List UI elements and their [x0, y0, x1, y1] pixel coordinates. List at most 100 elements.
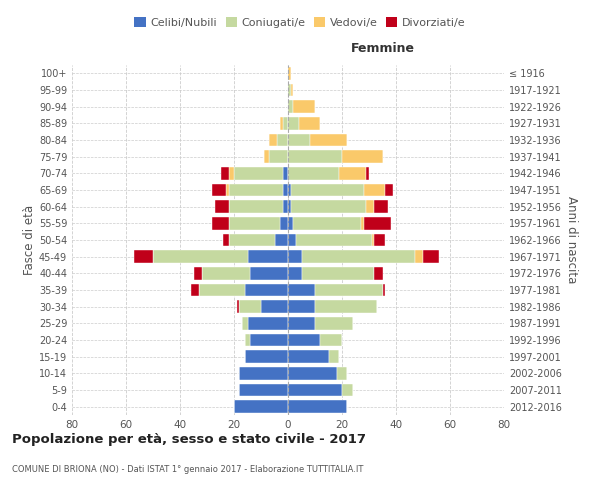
Bar: [364, 217, 391, 230]
Bar: [215, 200, 229, 213]
Bar: [283, 200, 288, 213]
Bar: [288, 317, 315, 330]
Bar: [153, 250, 248, 263]
Bar: [277, 134, 288, 146]
Bar: [329, 350, 340, 363]
Bar: [239, 384, 288, 396]
Bar: [288, 400, 347, 413]
Bar: [288, 100, 293, 113]
Bar: [245, 334, 250, 346]
Bar: [288, 267, 302, 280]
Bar: [342, 150, 383, 163]
Bar: [423, 250, 439, 263]
Bar: [234, 167, 283, 179]
Bar: [248, 317, 288, 330]
Bar: [269, 134, 277, 146]
Bar: [320, 334, 342, 346]
Bar: [288, 150, 342, 163]
Legend: Celibi/Nubili, Coniugati/e, Vedovi/e, Divorziati/e: Celibi/Nubili, Coniugati/e, Vedovi/e, Di…: [130, 13, 470, 32]
Bar: [383, 284, 385, 296]
Bar: [288, 367, 337, 380]
Bar: [288, 300, 315, 313]
Text: COMUNE DI BRIONA (NO) - Dati ISTAT 1° gennaio 2017 - Elaborazione TUTTITALIA.IT: COMUNE DI BRIONA (NO) - Dati ISTAT 1° ge…: [12, 466, 364, 474]
Bar: [310, 134, 347, 146]
Bar: [245, 284, 288, 296]
Bar: [299, 117, 320, 130]
Bar: [280, 217, 288, 230]
Bar: [193, 267, 202, 280]
Bar: [199, 284, 245, 296]
Bar: [374, 234, 385, 246]
Bar: [275, 234, 288, 246]
Bar: [337, 367, 347, 380]
Bar: [269, 150, 288, 163]
Bar: [366, 200, 374, 213]
Bar: [250, 267, 288, 280]
Bar: [288, 350, 329, 363]
Y-axis label: Anni di nascita: Anni di nascita: [565, 196, 578, 284]
Bar: [315, 317, 353, 330]
Bar: [288, 234, 296, 246]
Y-axis label: Fasce di età: Fasce di età: [23, 205, 36, 275]
Bar: [221, 167, 229, 179]
Text: Femmine: Femmine: [351, 42, 415, 54]
Bar: [242, 317, 248, 330]
Bar: [288, 250, 302, 263]
Bar: [288, 384, 342, 396]
Bar: [374, 267, 383, 280]
Bar: [361, 217, 364, 230]
Bar: [315, 300, 377, 313]
Bar: [415, 250, 423, 263]
Bar: [342, 384, 353, 396]
Bar: [283, 167, 288, 179]
Bar: [202, 267, 250, 280]
Bar: [212, 184, 226, 196]
Bar: [239, 300, 261, 313]
Bar: [290, 184, 364, 196]
Bar: [245, 350, 288, 363]
Bar: [229, 184, 283, 196]
Bar: [223, 234, 229, 246]
Bar: [280, 117, 283, 130]
Bar: [229, 217, 280, 230]
Bar: [191, 284, 199, 296]
Bar: [288, 217, 293, 230]
Bar: [229, 200, 283, 213]
Bar: [340, 167, 366, 179]
Bar: [248, 250, 288, 263]
Bar: [288, 184, 290, 196]
Bar: [234, 400, 288, 413]
Bar: [283, 184, 288, 196]
Bar: [236, 300, 239, 313]
Bar: [372, 234, 374, 246]
Bar: [293, 217, 361, 230]
Bar: [250, 334, 288, 346]
Bar: [288, 200, 290, 213]
Bar: [374, 200, 388, 213]
Bar: [302, 250, 415, 263]
Text: Popolazione per età, sesso e stato civile - 2017: Popolazione per età, sesso e stato civil…: [12, 432, 366, 446]
Bar: [288, 134, 310, 146]
Bar: [288, 167, 340, 179]
Bar: [288, 284, 315, 296]
Bar: [288, 67, 290, 80]
Bar: [283, 117, 288, 130]
Bar: [239, 367, 288, 380]
Bar: [290, 200, 366, 213]
Bar: [229, 234, 275, 246]
Bar: [302, 267, 374, 280]
Bar: [288, 84, 290, 96]
Bar: [290, 84, 293, 96]
Bar: [315, 284, 383, 296]
Bar: [288, 117, 299, 130]
Bar: [264, 150, 269, 163]
Bar: [212, 217, 229, 230]
Bar: [226, 184, 229, 196]
Bar: [229, 167, 234, 179]
Bar: [296, 234, 372, 246]
Bar: [293, 100, 315, 113]
Bar: [366, 167, 369, 179]
Bar: [385, 184, 394, 196]
Bar: [134, 250, 153, 263]
Bar: [261, 300, 288, 313]
